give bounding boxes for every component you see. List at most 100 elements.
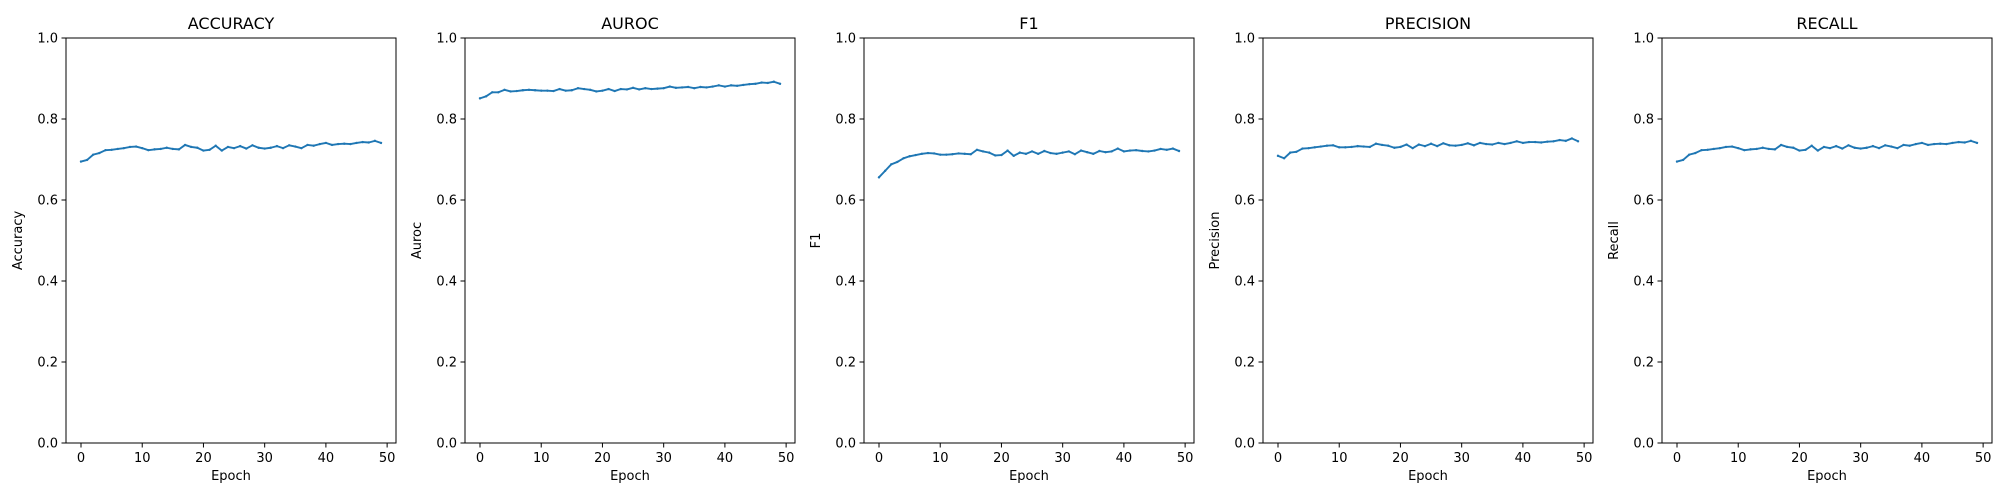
data-point <box>275 144 279 148</box>
y-tick-label: 0.6 <box>436 194 457 209</box>
series-line <box>478 80 782 100</box>
data-point <box>705 86 708 89</box>
data-point <box>1356 144 1359 148</box>
data-point <box>281 146 285 150</box>
y-tick-label: 0.6 <box>1633 194 1654 209</box>
data-point <box>975 148 979 151</box>
data-point <box>1908 144 1911 147</box>
data-point <box>1368 145 1372 149</box>
data-point <box>1380 143 1384 147</box>
data-point <box>1295 150 1298 154</box>
y-tick-label: 0.2 <box>1633 356 1654 371</box>
y-tick-label: 0.2 <box>1234 356 1255 371</box>
data-point <box>1344 146 1347 149</box>
data-point <box>619 87 623 91</box>
y-tick-label: 0.8 <box>1633 113 1654 128</box>
x-tick-label: 50 <box>1576 451 1593 466</box>
data-point <box>963 152 966 156</box>
data-point <box>171 147 175 151</box>
data-point <box>1417 143 1421 146</box>
data-point <box>981 150 985 153</box>
data-point <box>1718 146 1722 150</box>
data-point <box>349 142 352 146</box>
x-tick-label: 40 <box>717 451 734 466</box>
chart-title: ACCURACY <box>188 14 275 33</box>
data-point <box>1675 160 1679 163</box>
data-point <box>190 145 193 149</box>
y-tick-label: 1.0 <box>37 32 58 47</box>
data-point <box>1484 142 1488 146</box>
y-axis-label: Auroc <box>410 222 425 259</box>
data-point <box>257 146 260 149</box>
data-point <box>772 80 776 83</box>
series-line <box>79 139 383 163</box>
data-point <box>1478 141 1482 145</box>
data-point <box>957 152 960 155</box>
data-point <box>1472 144 1476 147</box>
data-point <box>1737 146 1740 150</box>
plot-frame <box>1262 37 1594 444</box>
data-point <box>576 87 580 90</box>
data-point <box>1749 148 1752 151</box>
data-point <box>564 89 567 92</box>
data-point <box>1325 144 1329 147</box>
data-point <box>644 87 647 90</box>
y-tick-label: 0.6 <box>37 194 58 209</box>
data-point <box>748 82 751 86</box>
data-point <box>945 153 948 156</box>
data-point <box>1030 150 1034 153</box>
x-tick-label: 20 <box>1392 451 1409 466</box>
data-point <box>134 145 138 148</box>
x-tick-label: 40 <box>318 451 335 466</box>
data-point <box>1423 144 1427 148</box>
data-point <box>324 141 328 145</box>
data-point <box>1405 143 1408 146</box>
data-point <box>1828 146 1832 150</box>
data-point <box>650 87 653 91</box>
data-point <box>926 151 930 155</box>
y-tick-label: 0.0 <box>436 437 457 452</box>
data-point <box>1018 151 1022 154</box>
data-point <box>1171 147 1175 150</box>
data-point <box>533 89 537 92</box>
data-point <box>1945 142 1948 146</box>
data-point <box>128 145 132 149</box>
data-point <box>1786 145 1789 149</box>
data-point <box>92 153 95 156</box>
data-point <box>546 89 549 92</box>
data-point <box>1509 141 1512 145</box>
series-line <box>1276 137 1580 160</box>
data-point <box>1000 153 1003 157</box>
data-point <box>238 144 242 148</box>
data-point <box>1926 143 1930 147</box>
data-point <box>1043 149 1046 153</box>
data-point <box>760 81 763 84</box>
data-point <box>883 169 887 173</box>
data-point <box>1466 142 1469 145</box>
x-axis-label: Epoch <box>1807 469 1847 484</box>
data-point <box>361 140 364 144</box>
data-point <box>110 148 113 151</box>
data-point <box>232 146 236 150</box>
data-point <box>637 88 641 91</box>
data-point <box>994 154 997 157</box>
data-point <box>1319 145 1323 148</box>
data-point <box>509 90 512 93</box>
data-point <box>902 157 905 160</box>
data-point <box>1558 138 1561 142</box>
x-tick-label: 50 <box>1975 451 1992 466</box>
data-point <box>202 149 205 152</box>
data-point <box>1085 151 1089 154</box>
data-point <box>1387 144 1390 147</box>
data-point <box>153 148 156 151</box>
y-tick-label: 1.0 <box>1633 32 1654 47</box>
data-point <box>251 144 254 147</box>
data-point <box>1503 142 1506 146</box>
plot-frame <box>863 37 1195 444</box>
data-point <box>226 145 230 149</box>
data-point <box>330 143 334 147</box>
x-tick-label: 50 <box>1177 451 1194 466</box>
data-point <box>1282 157 1286 160</box>
data-point <box>552 89 555 93</box>
data-point <box>1841 147 1844 150</box>
